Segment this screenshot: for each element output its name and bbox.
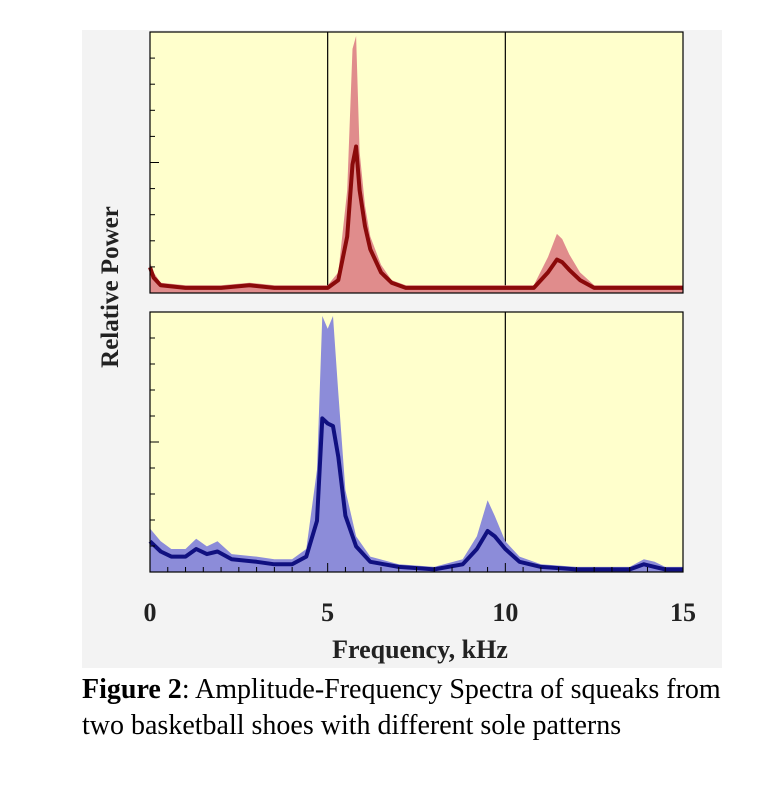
y-axis-label: Relative Power: [97, 206, 124, 368]
top-panel-background: [150, 32, 683, 293]
spectra-chart: Relative Power Frequency, kHz 0 5 10 15: [97, 31, 696, 664]
x-tick-label: 10: [492, 598, 518, 627]
figure-caption: Figure 2: Amplitude-Frequency Spectra of…: [82, 672, 742, 744]
figure-label: Figure 2: [82, 674, 182, 705]
x-tick-label: 15: [670, 598, 696, 627]
bottom-panel-background: [150, 312, 683, 572]
bottom-spectrum-line: [148, 416, 683, 572]
caption-text: : Amplitude-Frequency Spectra of squeaks…: [82, 674, 721, 741]
x-tick-label: 5: [321, 598, 334, 627]
x-tick-label: 0: [144, 598, 157, 627]
top-spectrum-line: [148, 144, 683, 290]
x-axis-label: Frequency, kHz: [332, 635, 508, 664]
bottom-spectrum-band: [150, 316, 683, 572]
